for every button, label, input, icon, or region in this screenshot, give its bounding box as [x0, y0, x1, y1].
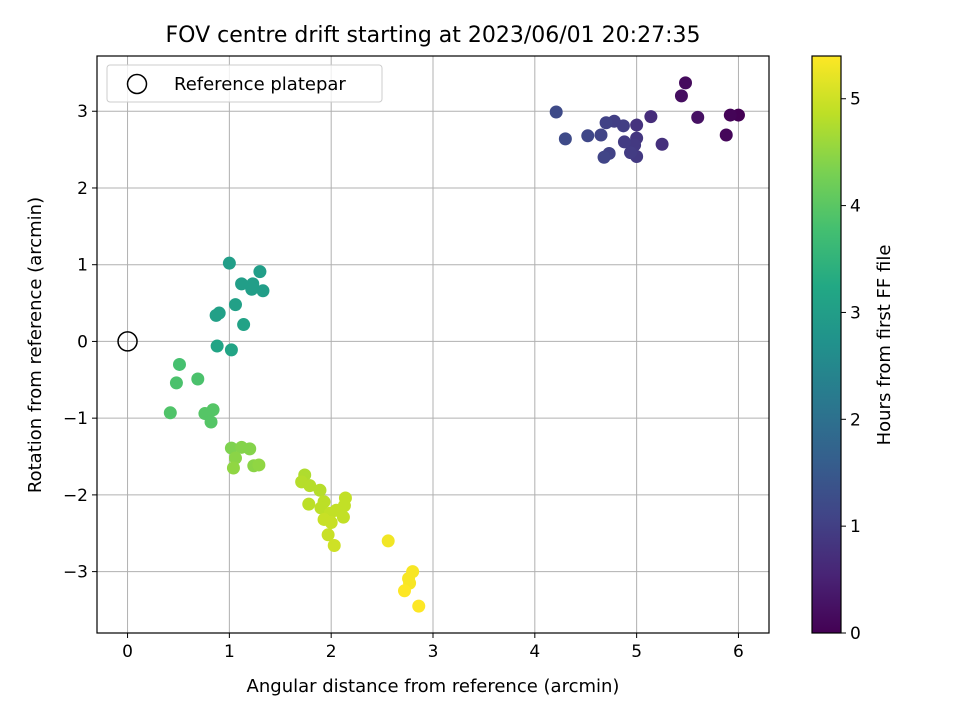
legend: Reference platepar: [106, 64, 383, 103]
x-tick-label: 4: [529, 642, 540, 662]
data-point: [321, 528, 335, 542]
data-point: [243, 442, 257, 456]
data-point: [169, 376, 183, 390]
reference-platepar-marker: [117, 331, 138, 352]
data-point: [204, 415, 218, 429]
colorbar-tick-label: 2: [850, 410, 861, 430]
data-point: [302, 497, 316, 511]
y-tick-label: 0: [77, 332, 88, 352]
data-point: [381, 534, 395, 548]
data-point: [224, 441, 238, 455]
data-point: [599, 116, 613, 130]
x-tick-label: 1: [224, 642, 235, 662]
data-point: [191, 372, 205, 386]
colorbar: 0 1 2 3 4 5 Hours from first FF file: [811, 55, 895, 644]
data-point: [581, 129, 595, 143]
colorbar-gradient: [812, 56, 841, 633]
colorbar-ticks: 0 1 2 3 4 5: [841, 90, 861, 644]
data-point: [558, 132, 572, 146]
data-point: [327, 539, 341, 553]
x-axis-ticks: 0 1 2 3 4 5 6: [122, 633, 744, 662]
data-point: [397, 584, 411, 598]
legend-label: Reference platepar: [174, 74, 346, 95]
colorbar-tick-label: 3: [850, 303, 861, 323]
data-point: [624, 146, 638, 160]
data-point: [674, 89, 688, 103]
data-point: [163, 406, 177, 420]
data-point: [172, 357, 186, 371]
data-point: [313, 483, 327, 497]
colorbar-tick-label: 5: [850, 90, 861, 110]
y-tick-label: 2: [77, 179, 88, 199]
data-point: [222, 256, 236, 270]
legend-box: [106, 64, 383, 103]
x-tick-label: 3: [428, 642, 439, 662]
data-point: [617, 135, 631, 149]
data-point: [324, 516, 338, 530]
data-point: [228, 451, 242, 465]
colorbar-tick-label: 0: [850, 624, 861, 644]
y-axis-label: Rotation from reference (arcmin): [25, 197, 46, 493]
data-point: [594, 128, 608, 142]
colorbar-tick-label: 4: [850, 197, 861, 217]
chart-title: FOV centre drift starting at 2023/06/01 …: [166, 23, 701, 48]
data-point: [235, 277, 249, 291]
x-tick-label: 5: [631, 642, 642, 662]
colorbar-label: Hours from first FF file: [874, 245, 895, 446]
grid-lines: [97, 56, 769, 633]
data-point: [597, 150, 611, 164]
data-point: [253, 265, 267, 279]
data-point: [630, 118, 644, 132]
data-point: [336, 510, 350, 524]
x-tick-label: 0: [122, 642, 133, 662]
data-point: [412, 599, 426, 613]
data-point: [209, 308, 223, 322]
data-point: [723, 108, 737, 122]
data-point: [655, 137, 669, 151]
y-tick-label: 3: [77, 102, 88, 122]
x-axis-label: Angular distance from reference (arcmin): [247, 676, 620, 697]
data-point: [226, 461, 240, 475]
colorbar-frame: [811, 55, 842, 634]
scatter-points: [163, 76, 745, 613]
data-point: [303, 479, 317, 493]
x-tick-label: 2: [326, 642, 337, 662]
y-axis-ticks: −3 −2 −1 0 1 2 3: [63, 102, 97, 583]
data-point: [679, 76, 693, 90]
y-tick-label: −3: [63, 563, 88, 583]
data-point: [549, 105, 563, 119]
data-point: [644, 110, 658, 124]
data-point: [256, 284, 270, 298]
plot-area: 0 1 2 3 4 5 6 −3 −2 −1 0 1 2 3: [63, 55, 770, 662]
data-point: [719, 128, 733, 142]
data-point: [245, 282, 259, 296]
data-point: [252, 458, 266, 472]
data-point: [228, 298, 242, 312]
data-point: [210, 339, 224, 353]
colorbar-tick-label: 1: [850, 517, 861, 537]
y-tick-label: −2: [63, 486, 88, 506]
data-point: [691, 110, 705, 124]
legend-marker-icon: [126, 73, 148, 95]
y-tick-label: 1: [77, 256, 88, 276]
data-point: [237, 318, 251, 332]
data-point: [224, 343, 238, 357]
x-tick-label: 6: [733, 642, 744, 662]
y-tick-label: −1: [63, 409, 88, 429]
